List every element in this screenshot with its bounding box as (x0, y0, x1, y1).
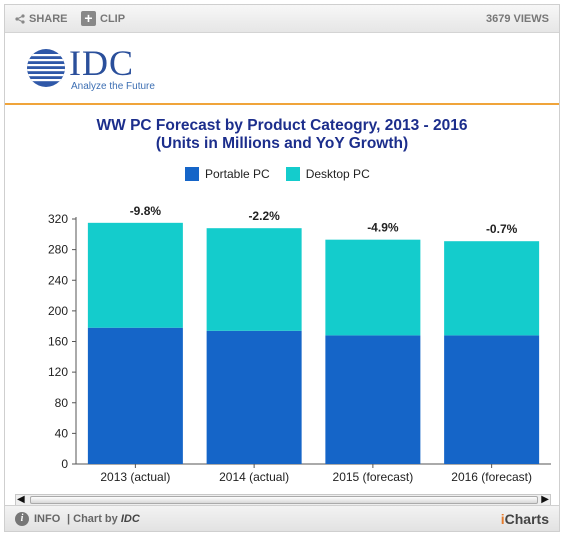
bar-desktop (206, 228, 302, 331)
share-label: SHARE (29, 13, 68, 25)
bar-portable (87, 327, 183, 464)
chart-subtitle: (Units in Millions and YoY Growth) (155, 135, 409, 152)
plus-icon: + (81, 11, 96, 26)
chart-area: WW PC Forecast by Product Cateogry, 2013… (5, 105, 559, 491)
share-icon (15, 14, 25, 24)
chart-title: WW PC Forecast by Product Cateogry, 2013… (96, 117, 468, 134)
accent-divider (5, 103, 559, 105)
bar-desktop (87, 222, 183, 328)
y-tick-label: 80 (55, 396, 69, 410)
bar-portable (206, 330, 302, 464)
y-tick-label: 200 (48, 304, 68, 318)
y-tick-label: 0 (61, 457, 68, 471)
chart-title-block: WW PC Forecast by Product Cateogry, 2013… (5, 117, 559, 153)
y-tick-label: 280 (48, 243, 68, 257)
scroll-right-icon[interactable]: ▶ (541, 494, 549, 505)
growth-label: -0.7% (486, 222, 518, 236)
widget-footer: i INFO | Chart by IDC iCharts (5, 505, 559, 531)
logo-tagline: Analyze the Future (71, 81, 155, 92)
clip-button[interactable]: + CLIP (81, 11, 125, 26)
info-icon: i (15, 512, 29, 526)
legend-swatch-portable (185, 167, 199, 181)
x-tick-label: 2014 (actual) (219, 470, 289, 484)
scroll-thumb[interactable] (30, 496, 538, 504)
bar-portable (325, 335, 421, 464)
icharts-logo[interactable]: iCharts (500, 511, 549, 527)
bar-portable (444, 335, 540, 464)
legend-swatch-desktop (285, 167, 300, 181)
views-count: 3679 VIEWS (486, 13, 549, 25)
growth-label: -9.8% (130, 204, 162, 218)
chart-widget: SHARE + CLIP 3679 VIEWS IDC Analyze the … (4, 4, 560, 532)
y-tick-label: 120 (48, 365, 68, 379)
growth-label: -2.2% (248, 209, 280, 223)
scroll-left-icon[interactable]: ◀ (17, 494, 25, 505)
logo-wordmark: IDC (69, 43, 134, 83)
chart-credit[interactable]: | Chart by IDC (67, 513, 140, 525)
legend-item-desktop[interactable]: Desktop PC (285, 167, 370, 181)
x-tick-label: 2015 (forecast) (333, 470, 414, 484)
y-tick-label: 320 (48, 212, 68, 226)
chart-legend: Portable PC Desktop PC (185, 167, 370, 181)
chart-credit-label: | Chart by (67, 513, 118, 525)
x-tick-label: 2013 (actual) (100, 470, 170, 484)
y-tick-label: 40 (55, 426, 69, 440)
y-tick-label: 160 (48, 335, 68, 349)
bar-desktop (325, 239, 421, 336)
chart-credit-brand: IDC (120, 513, 140, 525)
legend-label-desktop: Desktop PC (305, 167, 370, 181)
legend-item-portable[interactable]: Portable PC (185, 167, 270, 181)
widget-toolbar: SHARE + CLIP 3679 VIEWS (5, 5, 559, 33)
info-button[interactable]: i INFO (15, 512, 60, 526)
info-label: INFO (34, 513, 61, 525)
growth-label: -4.9% (367, 221, 399, 235)
bar-desktop (444, 241, 540, 336)
logo-area: IDC Analyze the Future (5, 34, 559, 104)
clip-label: CLIP (100, 12, 126, 25)
y-tick-label: 240 (48, 273, 68, 287)
legend-label-portable: Portable PC (205, 167, 270, 181)
x-tick-label: 2016 (forecast) (451, 470, 532, 484)
idc-globe-icon (27, 49, 65, 87)
chart-plot: 0 40 80 120 160 200 240 280 320 -9.8% 2013 (actual… (48, 204, 551, 484)
share-button[interactable]: SHARE (15, 13, 68, 25)
